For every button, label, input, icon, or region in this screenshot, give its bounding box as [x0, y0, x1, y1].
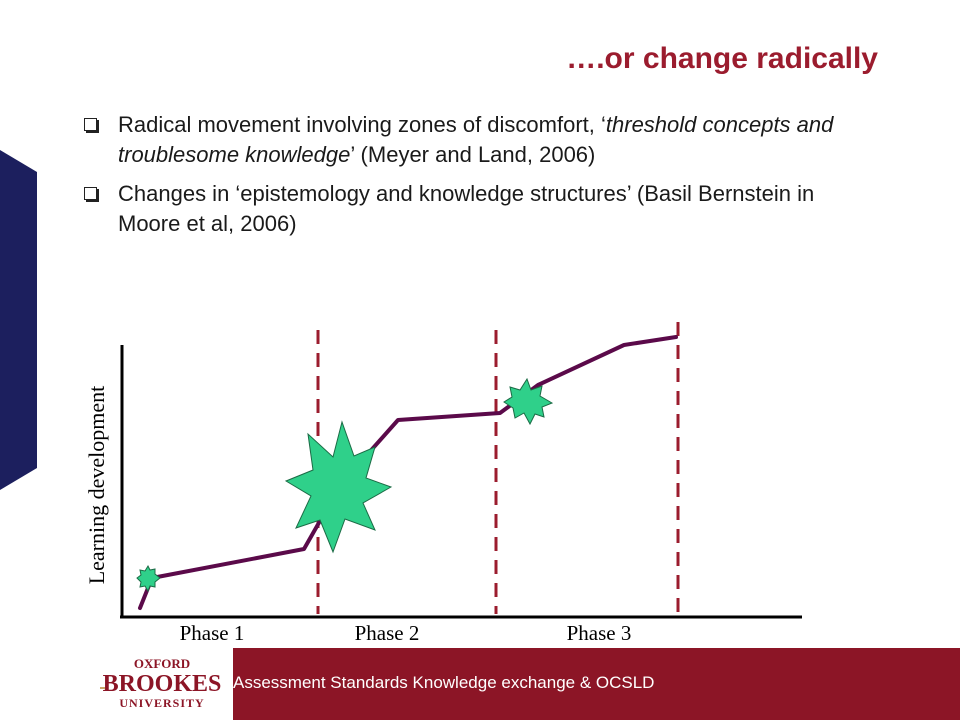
bullet-list: Radical movement involving zones of disc… — [82, 110, 882, 248]
discomfort-star-small — [136, 564, 161, 593]
slide-title: ….or change radically — [566, 42, 878, 75]
footer-band — [233, 648, 960, 720]
oxford-brookes-logo: OXFORD BROOKES UNIVERSITY — [100, 656, 222, 710]
learning-curve — [138, 335, 678, 610]
y-axis-label: Learning development — [84, 386, 109, 585]
bullet-italic-quote: threshold concepts and troublesome knowl… — [118, 112, 834, 167]
discomfort-star-large — [284, 420, 393, 554]
logo-line-university: UNIVERSITY — [119, 696, 204, 710]
footer: OXFORD BROOKES UNIVERSITY Assessment Sta… — [0, 648, 960, 720]
phase-label-2: Phase 2 — [355, 621, 420, 645]
side-accent-bar — [0, 150, 37, 490]
bullet-item: Radical movement involving zones of disc… — [82, 110, 882, 170]
bullet-item: Changes in ‘epistemology and knowledge s… — [82, 179, 882, 239]
discomfort-star-medium — [503, 377, 554, 426]
checkbox-bullet-icon — [84, 187, 97, 200]
phase-label-1: Phase 1 — [180, 621, 245, 645]
learning-diagram: Learning development Phase 1 Phase 2 Pha… — [84, 322, 802, 645]
phase-label-3: Phase 3 — [567, 621, 632, 645]
checkbox-bullet-icon — [84, 118, 97, 131]
bullet-text-part: ’ (Meyer and Land, 2006) — [350, 142, 596, 167]
bullet-text: Changes in ‘epistemology and knowledge s… — [118, 181, 815, 236]
footer-text: Assessment Standards Knowledge exchange … — [233, 673, 655, 692]
bullet-text-part: Radical movement involving zones of disc… — [118, 112, 606, 137]
logo-line-oxford: OXFORD — [134, 656, 190, 671]
logo-line-brookes: BROOKES — [103, 671, 222, 697]
